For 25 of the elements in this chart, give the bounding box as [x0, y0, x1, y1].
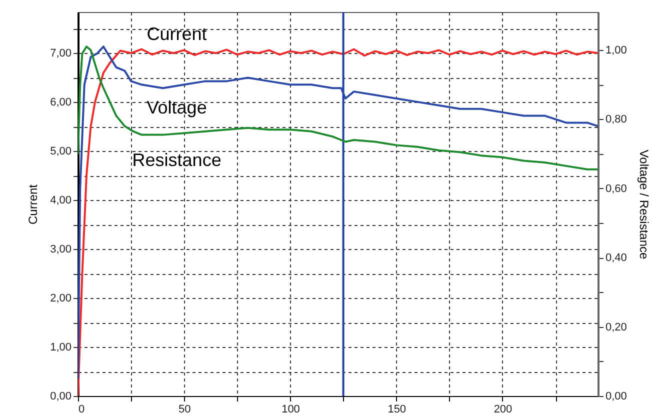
y-tick-label: 6,00 — [50, 96, 72, 109]
y2-tick-label: 0,60 — [606, 182, 627, 195]
y-axis-title: Current — [26, 184, 40, 225]
y-tick-label: 7,00 — [50, 48, 72, 60]
y-tick-label: 1,00 — [50, 342, 72, 354]
x-tick-label: 0 — [78, 404, 85, 416]
y-tick-label: 3,00 — [50, 244, 72, 256]
x-tick-label: 200 — [494, 404, 512, 416]
y2-tick-label: 0,80 — [606, 114, 627, 126]
y-tick-label: 5,00 — [50, 146, 72, 158]
series-label: Voltage — [146, 98, 207, 118]
y-tick-label: 2,00 — [50, 292, 72, 305]
y-tick-label: 4,00 — [50, 194, 72, 207]
y-tick-label: 0,00 — [50, 390, 72, 402]
line-series — [78, 46, 598, 170]
series-label: Current — [146, 24, 207, 44]
y2-tick-label: 0,40 — [606, 252, 627, 264]
x-tick-label: 50 — [178, 404, 191, 416]
x-tick-label: 150 — [388, 404, 406, 416]
y2-tick-label: 0,00 — [606, 390, 627, 402]
y2-axis-title: Voltage / Resistance — [636, 150, 651, 260]
y2-tick-label: 0,20 — [606, 321, 627, 334]
series-label: Resistance — [132, 150, 222, 170]
y2-tick-label: 1,00 — [606, 44, 627, 57]
x-tick-label: 100 — [282, 404, 300, 416]
